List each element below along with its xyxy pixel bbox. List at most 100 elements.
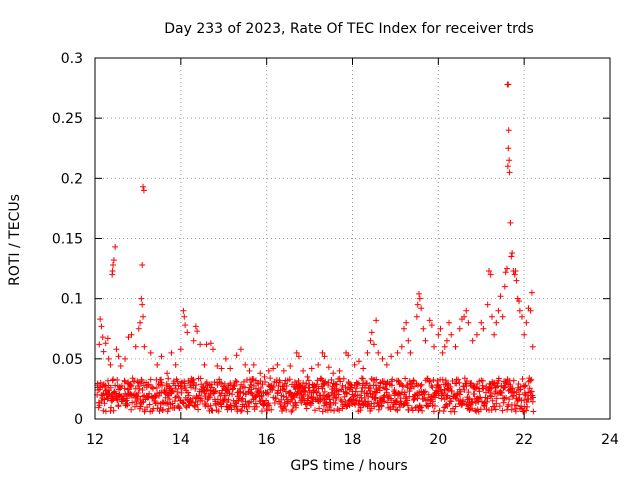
data-point	[322, 378, 329, 385]
data-point	[513, 277, 520, 284]
data-point	[227, 365, 234, 372]
data-point	[300, 393, 307, 400]
data-point	[196, 392, 203, 399]
data-point	[158, 353, 165, 360]
x-axis-label: GPS time / hours	[290, 458, 407, 474]
data-point	[252, 400, 259, 407]
data-point	[437, 325, 444, 332]
data-point	[314, 381, 321, 388]
data-point	[523, 319, 530, 326]
data-point	[527, 377, 534, 384]
data-point	[114, 397, 121, 404]
data-point	[379, 398, 386, 405]
data-point	[234, 406, 241, 413]
data-point	[320, 392, 327, 399]
data-point	[414, 301, 421, 308]
x-tick-label: 12	[86, 432, 104, 448]
data-point	[97, 379, 104, 386]
data-point	[107, 384, 114, 391]
data-point	[266, 402, 273, 409]
data-point	[523, 407, 530, 414]
data-point	[255, 389, 262, 396]
data-point	[520, 408, 527, 415]
data-point	[510, 392, 517, 399]
data-point	[201, 361, 208, 368]
x-tick-label: 18	[344, 432, 362, 448]
data-point	[429, 384, 436, 391]
data-point	[178, 385, 185, 392]
data-point	[141, 343, 148, 350]
data-point	[235, 397, 242, 404]
data-point	[443, 401, 450, 408]
data-point	[351, 361, 358, 368]
data-point	[330, 370, 337, 377]
data-point	[195, 406, 202, 413]
data-point	[519, 375, 526, 382]
data-point	[96, 341, 103, 348]
data-point	[181, 380, 188, 387]
data-point	[208, 384, 215, 391]
data-point	[115, 403, 122, 410]
data-point	[140, 313, 147, 320]
data-point	[411, 395, 418, 402]
data-point	[203, 341, 210, 348]
data-point	[325, 364, 332, 371]
data-point	[488, 313, 495, 320]
data-point	[136, 385, 143, 392]
data-point	[407, 349, 414, 356]
data-point	[333, 381, 340, 388]
data-point	[295, 353, 302, 360]
data-point	[268, 406, 275, 413]
data-point	[305, 377, 312, 384]
data-point	[428, 382, 435, 389]
data-point	[445, 387, 452, 394]
data-point	[511, 271, 518, 278]
data-point	[139, 301, 146, 308]
data-point	[361, 395, 368, 402]
data-point	[222, 355, 229, 362]
data-point	[154, 361, 161, 368]
data-point	[140, 187, 147, 194]
data-point	[216, 376, 223, 383]
data-point	[253, 403, 260, 410]
data-point	[420, 325, 427, 332]
data-point	[185, 392, 192, 399]
data-point	[471, 390, 478, 397]
data-point	[426, 317, 433, 324]
data-point	[225, 396, 232, 403]
data-point	[289, 407, 296, 414]
data-point	[394, 407, 401, 414]
data-point	[328, 376, 335, 383]
data-point	[248, 390, 255, 397]
data-point	[410, 396, 417, 403]
data-point	[364, 349, 371, 356]
data-point	[395, 377, 402, 384]
data-point	[419, 407, 426, 414]
data-point	[171, 404, 178, 411]
data-point	[275, 383, 282, 390]
data-point	[527, 307, 534, 314]
data-point	[478, 398, 485, 405]
y-tick-label: 0	[74, 412, 83, 428]
data-point	[229, 386, 236, 393]
data-point	[461, 313, 468, 320]
data-point	[96, 402, 103, 409]
data-point	[137, 403, 144, 410]
data-point	[237, 346, 244, 353]
data-point	[127, 383, 134, 390]
data-point	[99, 334, 106, 341]
data-point	[388, 382, 395, 389]
data-point	[280, 393, 287, 400]
data-point	[484, 301, 491, 308]
data-point	[505, 81, 512, 88]
data-point	[499, 407, 506, 414]
data-point	[304, 373, 311, 380]
data-point	[256, 388, 263, 395]
data-point	[492, 406, 499, 413]
data-point	[174, 388, 181, 395]
data-point	[97, 384, 104, 391]
data-point	[114, 376, 121, 383]
data-point	[478, 319, 485, 326]
data-point	[102, 340, 109, 347]
data-point	[180, 307, 187, 314]
